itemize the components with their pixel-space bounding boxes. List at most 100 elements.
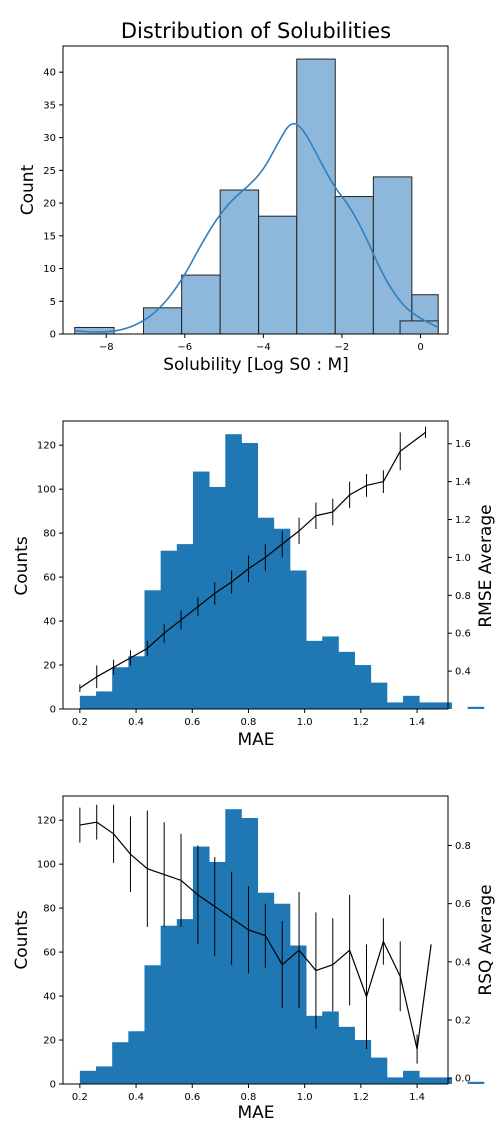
histogram-bar: [386, 1077, 404, 1084]
y-tick-label: 80: [43, 904, 56, 915]
y-tick-label: 25: [43, 166, 56, 177]
y-tick-label: 0: [50, 330, 56, 341]
y2-tick-label: 1.6: [455, 439, 471, 450]
y-tick-label: 10: [43, 264, 56, 275]
histogram-bar: [192, 471, 210, 709]
solubility-histogram-chart: Distribution of Solubilities −8 −6 −4 −2 0 0…: [18, 19, 449, 375]
histogram-bar: [354, 1040, 372, 1084]
y-tick-label: 20: [43, 661, 56, 672]
chart-title: Distribution of Solubilities: [121, 19, 391, 43]
y-axis-ticks: 0 5 10 15 20 25 30 35 40: [43, 68, 63, 341]
x-tick-label: −2: [335, 342, 350, 353]
y-tick-label: 0: [50, 1080, 56, 1091]
histogram-bar: [306, 640, 323, 709]
histogram-bar: [467, 1081, 485, 1084]
histogram-bar: [176, 919, 194, 1084]
y-tick-label: 40: [43, 68, 56, 79]
y-tick-label: 30: [43, 133, 56, 144]
y2-tick-label: 1.4: [455, 477, 471, 488]
mae-rmse-chart: 0.2 0.4 0.6 0.8 1.0 1.2 1.4 0 20 40 60 80 100 120 0.…: [12, 420, 496, 750]
x-tick-label: 1.0: [297, 717, 313, 728]
histogram-bar: [181, 274, 221, 335]
histogram-bar: [403, 695, 420, 709]
y2-tick-label: 0.4: [455, 667, 471, 678]
histogram-bar: [144, 590, 162, 709]
kde-curve: [74, 122, 439, 333]
mae-rsq-chart: 0.2 0.4 0.6 0.8 1.0 1.2 1.4 0 20 40 60 80 100 120 0.…: [12, 795, 496, 1123]
x-axis-label: Solubility [Log S0 : M]: [163, 355, 349, 375]
y-axis-label: Count: [18, 164, 38, 215]
histogram-bars: [74, 58, 439, 335]
y-axis-label: Counts: [12, 536, 32, 595]
rmse-average-line: [79, 431, 426, 689]
histogram-bar: [289, 945, 307, 1084]
x-tick-label: 0.4: [128, 717, 144, 728]
histogram-bar: [160, 925, 178, 1084]
y-tick-label: 20: [43, 199, 56, 210]
plot-frame: [62, 45, 449, 335]
x-tick-label: 0.2: [72, 717, 88, 728]
y-tick-label: 120: [37, 816, 56, 827]
y2-tick-label: 1.0: [455, 553, 471, 564]
y-tick-label: 15: [43, 231, 56, 242]
x-axis-label: MAE: [237, 1103, 274, 1123]
y2-tick-label: 1.2: [455, 515, 471, 526]
y-axis-label: Counts: [12, 910, 32, 969]
y2-tick-label: 0.6: [455, 899, 471, 910]
y-tick-label: 0: [50, 705, 56, 716]
histogram-bar: [225, 809, 242, 1084]
histogram-bar: [403, 1070, 420, 1084]
histogram-bar: [96, 1066, 113, 1084]
histogram-bar: [241, 817, 259, 1084]
y2-axis-ticks: 0.4 0.6 0.8 1.0 1.2 1.4 1.6: [448, 439, 471, 678]
histogram-bar: [399, 320, 439, 335]
y-axis-ticks: 0 20 40 60 80 100 120: [37, 816, 63, 1091]
x-tick-label: 1.2: [353, 1092, 369, 1103]
histogram-bar: [112, 1042, 129, 1084]
x-tick-label: 0.2: [72, 1092, 88, 1103]
y2-tick-label: 0.6: [455, 629, 471, 640]
x-tick-label: −8: [99, 342, 114, 353]
histogram-bar: [296, 58, 336, 335]
histogram-bar: [273, 528, 291, 709]
y2-axis-label: RSQ Average: [476, 884, 496, 995]
histogram-bar: [370, 682, 388, 709]
histogram-bar: [338, 651, 355, 709]
y-tick-label: 120: [37, 441, 56, 452]
mae-histogram-bars: [79, 434, 485, 709]
histogram-bar: [192, 846, 210, 1084]
x-tick-label: 0.8: [241, 717, 257, 728]
histogram-bar: [289, 570, 307, 709]
histogram-bar: [96, 691, 113, 709]
y2-tick-label: 0.4: [455, 957, 471, 968]
histogram-bar: [176, 544, 194, 709]
histogram-bar: [370, 1057, 388, 1084]
x-axis-ticks: 0.2 0.4 0.6 0.8 1.0 1.2 1.4: [72, 709, 425, 728]
y-tick-label: 20: [43, 1036, 56, 1047]
y-tick-label: 5: [50, 297, 56, 308]
x-tick-label: 1.4: [409, 717, 425, 728]
x-tick-label: 1.4: [409, 1092, 425, 1103]
y-tick-label: 100: [37, 860, 56, 871]
histogram-bar: [209, 861, 226, 1084]
plot-frame: [62, 795, 449, 1085]
histogram-bar: [338, 1026, 355, 1084]
y2-axis-label: RMSE Average: [476, 504, 496, 627]
histogram-bar: [128, 1031, 145, 1084]
x-axis-ticks: −8 −6 −4 −2 0: [99, 334, 424, 353]
y-tick-label: 40: [43, 617, 56, 628]
x-tick-label: 1.2: [353, 717, 369, 728]
y2-tick-label: 0.8: [455, 591, 471, 602]
x-tick-label: 0: [417, 342, 423, 353]
histogram-bar: [419, 702, 436, 709]
histogram-bar: [322, 636, 339, 709]
y-tick-label: 60: [43, 948, 56, 959]
histogram-bar: [128, 656, 145, 709]
histogram-bar: [241, 442, 259, 709]
x-tick-label: 0.6: [184, 1092, 200, 1103]
rsq-average-line: [79, 821, 432, 1050]
histogram-bar: [144, 965, 162, 1084]
y-tick-label: 40: [43, 992, 56, 1003]
y-tick-label: 60: [43, 573, 56, 584]
